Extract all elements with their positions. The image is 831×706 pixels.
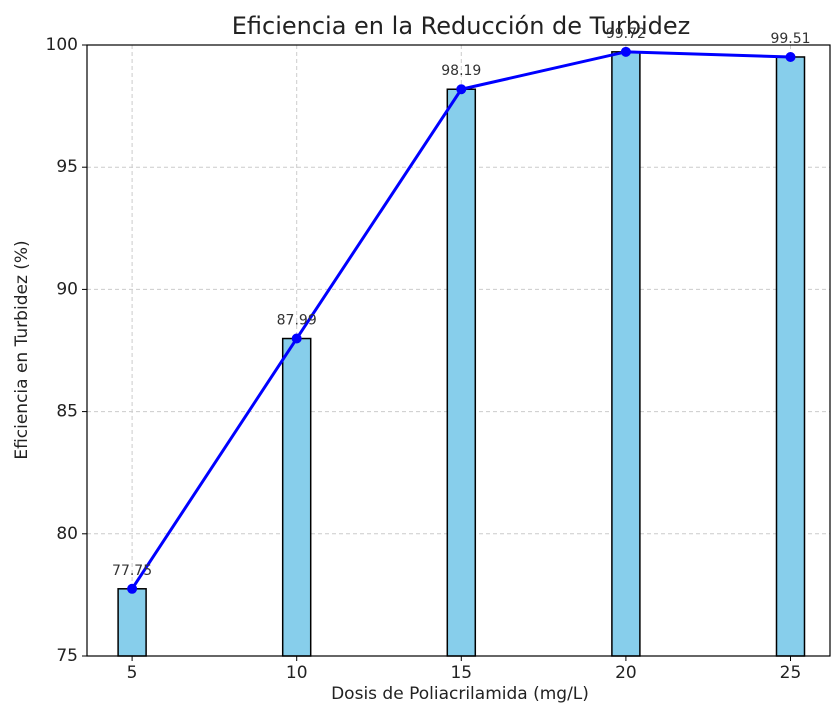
point	[456, 84, 467, 95]
y-tick-label: 90	[56, 279, 78, 299]
point	[620, 46, 631, 57]
point	[785, 51, 796, 62]
data-label: 99.51	[770, 31, 810, 47]
bar	[611, 51, 641, 657]
y-tick-label: 100	[46, 35, 78, 55]
point	[291, 333, 302, 344]
x-tick-label: 15	[450, 663, 472, 683]
y-tick-label: 80	[56, 524, 78, 544]
y-tick-label: 75	[56, 646, 78, 666]
y-tick-label: 85	[56, 402, 78, 422]
data-label: 98.19	[441, 63, 481, 79]
plot-frame	[86, 44, 831, 657]
x-axis-label: Dosis de Poliacrilamida (mg/L)	[331, 684, 589, 704]
x-tick-label: 20	[615, 663, 637, 683]
bar	[281, 337, 312, 657]
data-label: 77.75	[112, 563, 152, 579]
x-tick-label: 5	[127, 663, 138, 683]
bar	[775, 56, 806, 657]
data-label: 99.72	[606, 26, 646, 42]
x-tick-label: 25	[780, 663, 802, 683]
data-label: 87.99	[277, 313, 317, 329]
y-axis-label: Eficiencia en Turbidez (%)	[12, 240, 32, 459]
chart-title: Eficiencia en la Reducción de Turbidez	[232, 12, 691, 40]
y-tick-label: 95	[56, 157, 78, 177]
bar	[446, 88, 477, 657]
bar	[117, 588, 147, 657]
point	[127, 583, 138, 594]
x-tick-label: 10	[286, 663, 308, 683]
